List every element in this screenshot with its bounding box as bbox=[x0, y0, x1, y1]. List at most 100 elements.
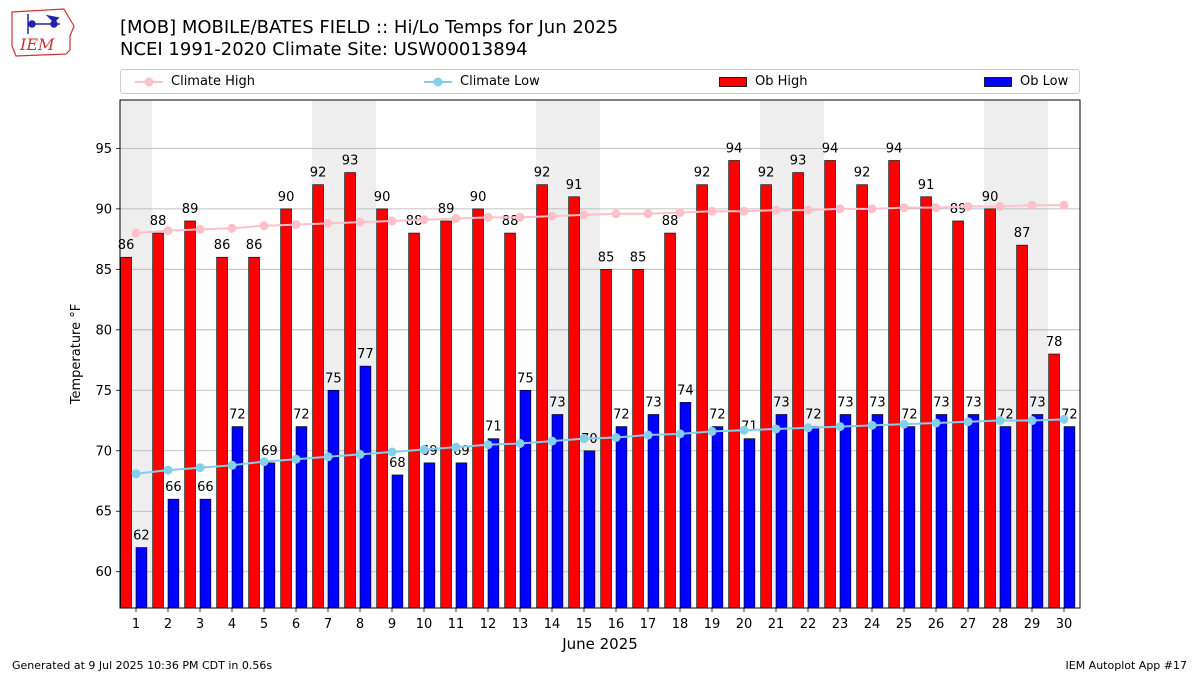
y-tick-label-80: 80 bbox=[95, 323, 112, 338]
label-ob-low-day-29: 73 bbox=[1029, 395, 1046, 410]
bar-ob-low-day-15 bbox=[583, 450, 596, 609]
x-tick-label-23: 23 bbox=[832, 617, 849, 632]
label-ob-low-day-26: 73 bbox=[933, 395, 950, 410]
point-climate-low-day-26 bbox=[931, 418, 941, 428]
bar-ob-low-day-5 bbox=[263, 462, 276, 609]
point-climate-high-day-16 bbox=[611, 209, 621, 219]
y-tick-label-70: 70 bbox=[95, 444, 112, 459]
point-climate-low-day-2 bbox=[163, 465, 173, 475]
point-climate-low-day-24 bbox=[867, 420, 877, 430]
bar-ob-high-day-27 bbox=[952, 220, 964, 609]
point-climate-low-day-17 bbox=[643, 430, 653, 440]
x-tick-label-27: 27 bbox=[960, 617, 977, 632]
legend-climate-low-marker bbox=[424, 77, 452, 86]
label-ob-low-day-21: 73 bbox=[773, 395, 790, 410]
x-tick-label-9: 9 bbox=[388, 617, 396, 632]
label-ob-low-day-2: 66 bbox=[165, 480, 182, 495]
label-ob-high-day-25: 94 bbox=[886, 141, 903, 156]
x-tick-label-8: 8 bbox=[356, 617, 364, 632]
bar-ob-high-day-12 bbox=[472, 208, 484, 609]
label-ob-low-day-23: 73 bbox=[837, 395, 854, 410]
point-climate-high-day-4 bbox=[227, 223, 237, 233]
label-ob-high-day-27: 89 bbox=[950, 202, 967, 217]
point-climate-low-day-23 bbox=[835, 422, 845, 432]
y-tick-label-85: 85 bbox=[95, 263, 112, 278]
weather-station-icon bbox=[27, 14, 60, 34]
legend-climate-low: Climate Low bbox=[424, 70, 540, 93]
point-climate-low-day-21 bbox=[771, 424, 781, 434]
bar-ob-low-day-29 bbox=[1031, 414, 1044, 609]
point-climate-low-day-28 bbox=[995, 416, 1005, 426]
label-ob-high-day-23: 94 bbox=[822, 141, 839, 156]
bar-ob-high-day-26 bbox=[920, 196, 932, 609]
bar-ob-low-day-23 bbox=[839, 414, 852, 609]
bar-ob-high-day-28 bbox=[984, 208, 996, 609]
legend-ob-low-label: Ob Low bbox=[1020, 74, 1069, 89]
y-axis-label: Temperature °F bbox=[69, 304, 84, 405]
weekend-shade-day-22 bbox=[792, 100, 824, 608]
x-tick-label-11: 11 bbox=[448, 617, 465, 632]
bar-ob-high-day-7 bbox=[312, 184, 324, 609]
bar-ob-low-day-22 bbox=[807, 426, 820, 609]
bar-ob-low-day-6 bbox=[295, 426, 308, 609]
point-climate-low-day-7 bbox=[323, 452, 333, 462]
point-climate-high-day-20 bbox=[739, 206, 749, 216]
label-ob-low-day-7: 75 bbox=[325, 371, 342, 386]
label-ob-high-day-5: 86 bbox=[246, 238, 263, 253]
legend-climate-high-label: Climate High bbox=[171, 74, 256, 89]
label-ob-low-day-4: 72 bbox=[229, 408, 246, 423]
chart-title: [MOB] MOBILE/BATES FIELD :: Hi/Lo Temps … bbox=[120, 17, 619, 38]
x-tick-label-30: 30 bbox=[1056, 617, 1073, 632]
point-climate-low-day-14 bbox=[547, 436, 557, 446]
point-climate-high-day-18 bbox=[675, 207, 685, 217]
point-climate-low-day-13 bbox=[515, 439, 525, 449]
x-tick-label-26: 26 bbox=[928, 617, 945, 632]
bar-ob-high-day-22 bbox=[792, 172, 804, 609]
x-tick-label-5: 5 bbox=[260, 617, 268, 632]
bar-ob-high-day-14 bbox=[536, 184, 548, 609]
x-tick-label-28: 28 bbox=[992, 617, 1009, 632]
bar-ob-high-day-23 bbox=[824, 160, 836, 609]
point-climate-low-day-29 bbox=[1027, 416, 1037, 426]
x-tick-label-24: 24 bbox=[864, 617, 881, 632]
bar-ob-low-day-11 bbox=[455, 462, 468, 609]
label-ob-low-day-1: 62 bbox=[133, 529, 150, 544]
point-climate-high-day-11 bbox=[451, 214, 461, 224]
point-climate-high-day-10 bbox=[419, 215, 429, 225]
bar-ob-low-day-3 bbox=[199, 498, 212, 609]
point-climate-high-day-30 bbox=[1059, 200, 1069, 210]
point-climate-low-day-25 bbox=[899, 419, 909, 429]
x-tick-label-10: 10 bbox=[416, 617, 433, 632]
label-ob-high-day-12: 90 bbox=[470, 190, 487, 205]
label-ob-low-day-12: 71 bbox=[485, 420, 502, 435]
label-ob-high-day-4: 86 bbox=[214, 238, 231, 253]
label-ob-low-day-9: 68 bbox=[389, 456, 406, 471]
point-climate-low-day-1 bbox=[131, 469, 141, 479]
label-ob-low-day-13: 75 bbox=[517, 371, 534, 386]
bar-ob-high-day-1 bbox=[120, 256, 132, 609]
iowa-outline-icon bbox=[11, 8, 75, 57]
label-ob-high-day-13: 88 bbox=[502, 214, 519, 229]
bar-ob-low-day-14 bbox=[551, 414, 564, 609]
point-climate-high-day-9 bbox=[387, 216, 397, 226]
point-climate-low-day-27 bbox=[963, 417, 973, 427]
label-ob-high-day-19: 92 bbox=[694, 166, 711, 181]
label-ob-high-day-8: 93 bbox=[342, 154, 359, 169]
label-ob-low-day-10: 69 bbox=[421, 444, 438, 459]
y-tick-label-60: 60 bbox=[95, 565, 112, 580]
legend-ob-high: Ob High bbox=[719, 70, 808, 93]
point-climate-high-day-17 bbox=[643, 209, 653, 219]
point-climate-high-day-1 bbox=[131, 228, 141, 238]
label-ob-high-day-18: 88 bbox=[662, 214, 679, 229]
x-tick-label-12: 12 bbox=[480, 617, 497, 632]
label-ob-low-day-11: 69 bbox=[453, 444, 470, 459]
x-tick-label-20: 20 bbox=[736, 617, 753, 632]
label-ob-high-day-11: 89 bbox=[438, 202, 455, 217]
point-climate-high-day-23 bbox=[835, 204, 845, 214]
point-climate-high-day-5 bbox=[259, 221, 269, 231]
bar-ob-high-day-29 bbox=[1016, 244, 1028, 609]
legend-climate-high-marker bbox=[135, 77, 163, 86]
x-tick-label-3: 3 bbox=[196, 617, 204, 632]
label-ob-low-day-6: 72 bbox=[293, 408, 310, 423]
point-climate-low-day-15 bbox=[579, 434, 589, 444]
